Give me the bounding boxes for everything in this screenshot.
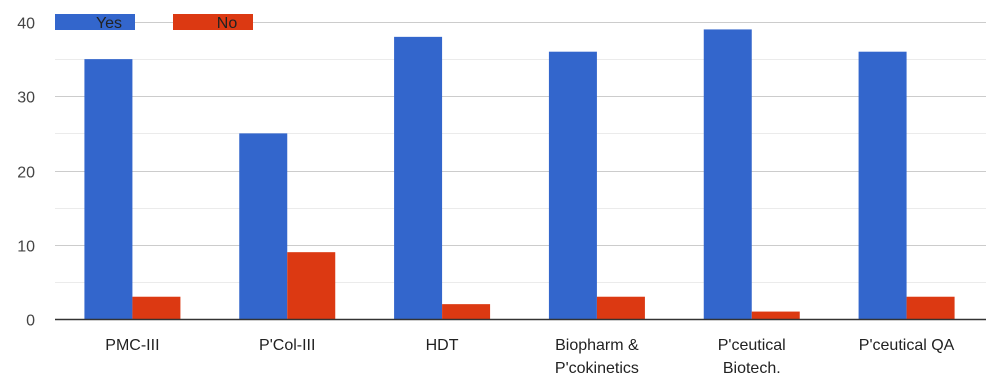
y-tick-label: 30	[17, 90, 35, 107]
x-tick-label: P'cokinetics	[555, 360, 639, 377]
x-tick-label: P'Col-III	[259, 337, 315, 354]
y-tick-label: 10	[17, 239, 35, 256]
x-tick-label: Biotech.	[723, 360, 781, 377]
x-tick-label: P'ceutical QA	[859, 337, 955, 354]
x-tick-label: P'ceutical	[718, 337, 786, 354]
y-tick-label: 20	[17, 165, 35, 182]
x-tick-label: HDT	[426, 337, 459, 354]
y-tick-label: 40	[17, 16, 35, 33]
bar-no-1[interactable]	[287, 252, 336, 319]
bar-no-2[interactable]	[442, 304, 491, 319]
bar-no-4[interactable]	[751, 311, 800, 319]
x-tick-label: PMC-III	[105, 337, 159, 354]
bar-yes-3[interactable]	[548, 51, 597, 319]
bar-yes-5[interactable]	[858, 51, 907, 319]
bar-no-3[interactable]	[596, 296, 645, 319]
legend-label-yes: Yes	[96, 15, 122, 32]
bar-no-5[interactable]	[906, 296, 955, 319]
bars	[84, 29, 955, 320]
y-tick-label: 0	[26, 313, 35, 330]
bar-no-0[interactable]	[132, 296, 181, 319]
x-tick-label: Biopharm &	[555, 337, 639, 354]
axes: 0 10 20 30 40 PMC-III P'Col-III HDT Biopharm & P'…	[17, 16, 986, 377]
bar-yes-0[interactable]	[84, 59, 133, 319]
bar-yes-2[interactable]	[394, 36, 443, 319]
grid-lines	[55, 22, 986, 283]
legend-swatch-no	[173, 14, 253, 30]
bar-yes-4[interactable]	[703, 29, 752, 320]
bar-yes-1[interactable]	[239, 133, 288, 319]
legend-label-no: No	[217, 15, 238, 32]
legend-swatch-yes	[55, 14, 135, 30]
legend: Yes No	[55, 14, 253, 32]
